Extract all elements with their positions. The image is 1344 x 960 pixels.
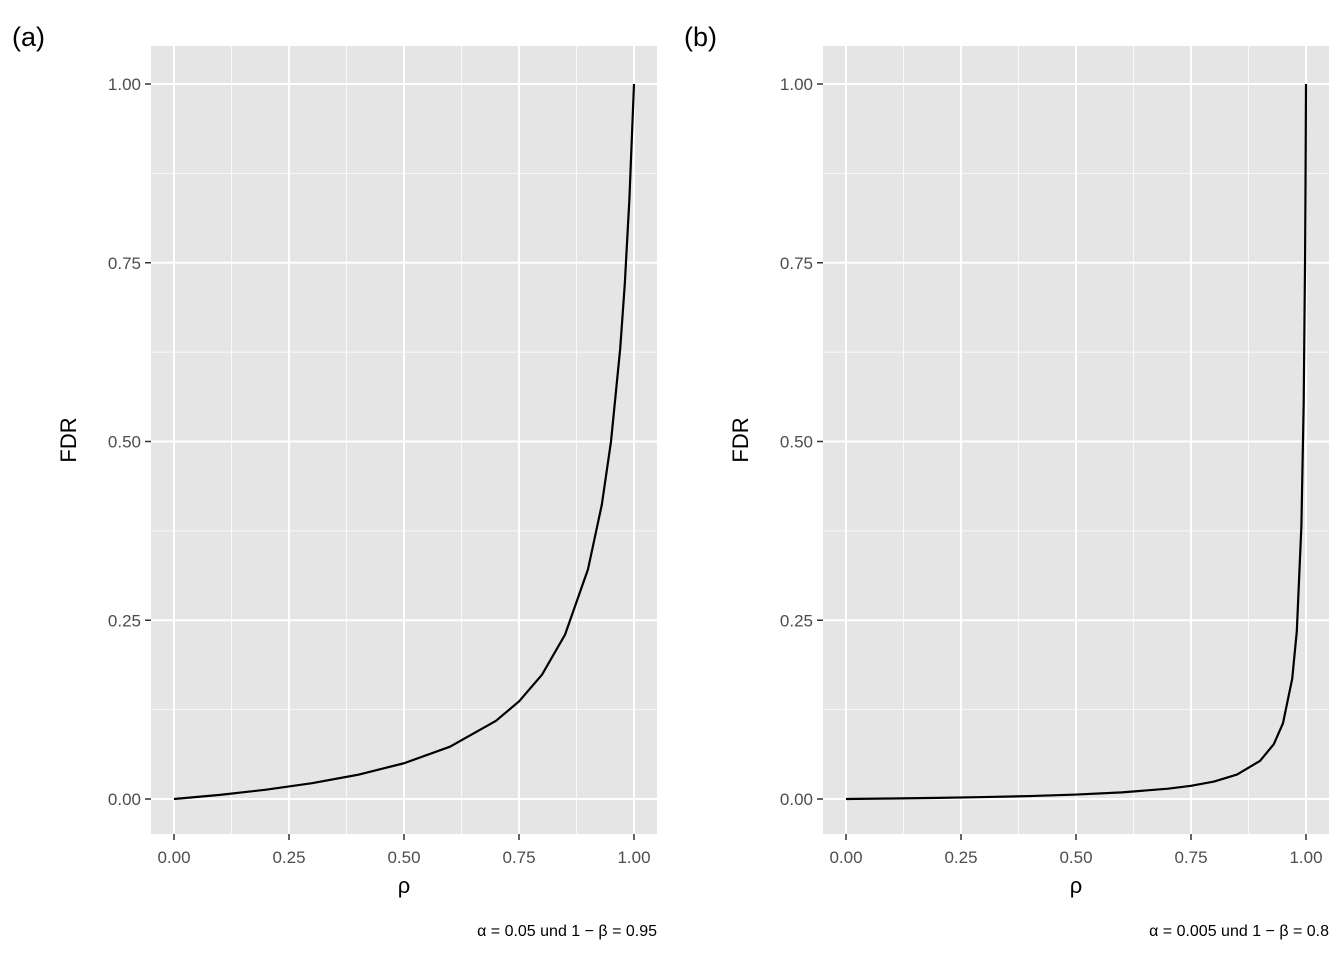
y-tick-label: 0.25: [108, 611, 141, 630]
x-axis-title: ρ: [1070, 873, 1083, 898]
fdr-curve: [845, 83, 1308, 801]
x-axis-title: ρ: [398, 873, 411, 898]
y-axis-title: FDR: [56, 417, 81, 462]
panel-a: 0.00 0.25 0.50 0.75 1.00 0.00 0.25 0.50 0.75 1.00…: [12, 22, 657, 940]
y-axis-title: FDR: [728, 417, 753, 462]
y-tick-label: 0.00: [780, 790, 813, 809]
x-tick-label: 0.50: [1059, 848, 1092, 867]
plot-caption: α = 0.05 und 1 − β = 0.95: [477, 923, 657, 940]
panel-tag: (b): [684, 22, 717, 52]
x-tick-label: 0.75: [502, 848, 535, 867]
fdr-curve: [173, 83, 636, 801]
x-tick-label: 1.00: [617, 848, 650, 867]
x-tick-label: 0.00: [829, 848, 862, 867]
y-tick-label: 0.25: [780, 611, 813, 630]
y-tick-label: 0.75: [780, 254, 813, 273]
x-tick-label: 0.75: [1174, 848, 1207, 867]
panel-tag: (a): [12, 22, 45, 52]
plot-caption: α = 0.005 und 1 − β = 0.8: [1149, 923, 1329, 940]
panel-b: 0.00 0.25 0.50 0.75 1.00 0.00 0.25 0.50 0.75 1.00…: [684, 22, 1329, 940]
y-tick-label: 0.50: [780, 433, 813, 452]
y-tick-label: 1.00: [108, 75, 141, 94]
x-tick-label: 0.50: [387, 848, 420, 867]
y-tick-label: 1.00: [780, 75, 813, 94]
x-tick-label: 0.25: [272, 848, 305, 867]
x-tick-label: 0.00: [157, 848, 190, 867]
x-tick-label: 1.00: [1289, 848, 1322, 867]
y-tick-label: 0.75: [108, 254, 141, 273]
y-tick-label: 0.50: [108, 433, 141, 452]
x-tick-label: 0.25: [944, 848, 977, 867]
y-tick-label: 0.00: [108, 790, 141, 809]
